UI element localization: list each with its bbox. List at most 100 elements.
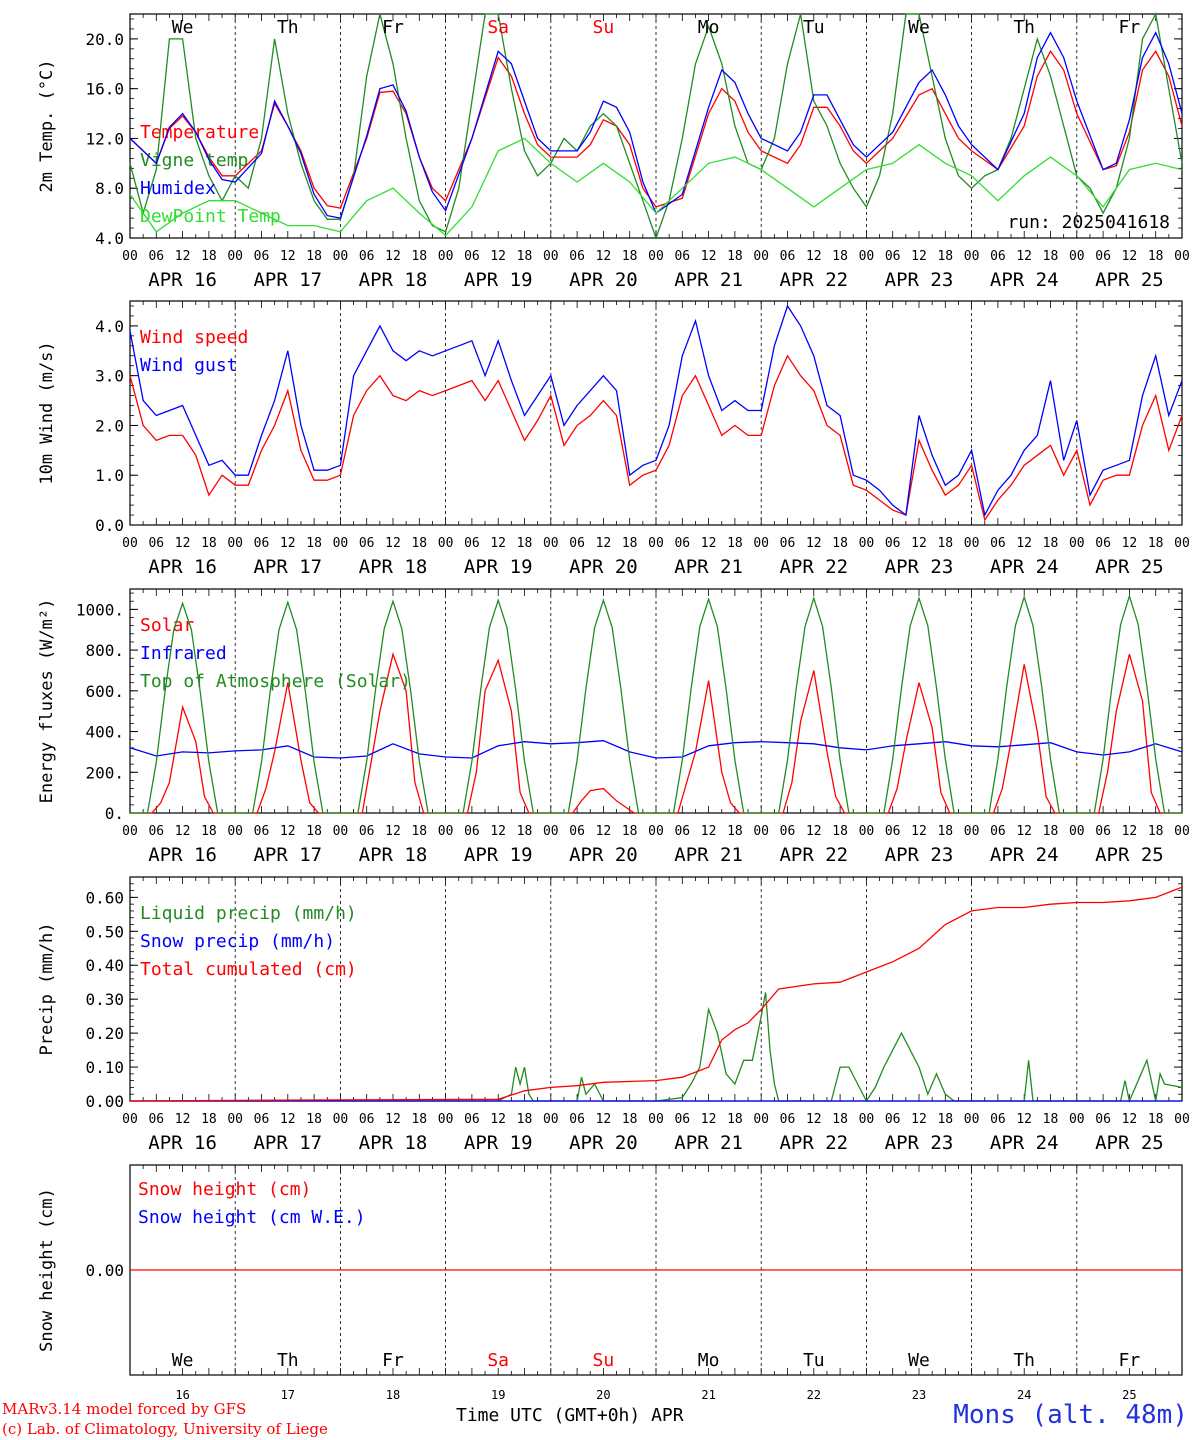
hour-label: 12 <box>385 249 401 264</box>
date-label: APR 25 <box>1095 1132 1164 1154</box>
date-label: APR 20 <box>569 1132 638 1154</box>
series-line-wind-gust <box>129 304 1183 517</box>
legend-entry: Snow height (cm W.E.) <box>138 1207 366 1228</box>
hour-label: 18 <box>1148 1112 1164 1127</box>
series-line-vigne-temp <box>129 12 1183 240</box>
y-tick-label: 200. <box>85 763 124 782</box>
hour-label: 12 <box>1016 536 1032 551</box>
hour-label: 18 <box>517 1112 533 1127</box>
hour-label: 06 <box>569 249 585 264</box>
hour-label: 12 <box>596 249 612 264</box>
hour-label: 12 <box>280 824 296 839</box>
hour-label: 12 <box>280 1112 296 1127</box>
hour-label: 06 <box>1095 824 1111 839</box>
panel-frame-1 <box>129 300 1183 526</box>
legend-entry: Wind gust <box>140 355 238 376</box>
hour-label: 12 <box>806 536 822 551</box>
series-line-wind-speed <box>129 354 1183 522</box>
hour-label: 06 <box>464 824 480 839</box>
hour-label: 06 <box>254 249 270 264</box>
hour-label: 18 <box>1043 536 1059 551</box>
hour-label: 12 <box>1122 1112 1138 1127</box>
day-number-label: 16 <box>175 1388 189 1402</box>
panel-frame-2 <box>129 588 1183 814</box>
date-label: APR 20 <box>569 269 638 291</box>
hour-label: 00 <box>438 536 454 551</box>
hour-label: 00 <box>122 536 138 551</box>
hour-label: 12 <box>701 249 717 264</box>
hour-label: 12 <box>175 1112 191 1127</box>
hour-label: 00 <box>753 824 769 839</box>
date-label: APR 16 <box>148 1132 217 1154</box>
y-tick-label: 0.20 <box>85 1024 124 1043</box>
legend-entry: Total cumulated (cm) <box>140 959 357 980</box>
series-line-dewpoint-temp <box>129 137 1183 237</box>
y-tick-label: 1000. <box>76 600 124 619</box>
hour-label: 18 <box>306 536 322 551</box>
legend-entry: Infrared <box>140 643 227 664</box>
y-tick-label: 3.0 <box>95 367 124 386</box>
y-tick-label: 20.0 <box>85 30 124 49</box>
date-label: APR 24 <box>990 556 1059 578</box>
date-label: APR 24 <box>990 269 1059 291</box>
hour-label: 00 <box>753 1112 769 1127</box>
hour-label: 06 <box>780 536 796 551</box>
hour-label: 18 <box>727 824 743 839</box>
hour-label: 06 <box>254 824 270 839</box>
day-number-label: 18 <box>386 1388 400 1402</box>
hour-label: 12 <box>175 824 191 839</box>
legend-entry: Top of Atmosphere (Solar) <box>140 671 411 692</box>
weekday-label: Tu <box>803 1350 825 1371</box>
hour-label: 00 <box>1174 824 1190 839</box>
hour-label: 18 <box>306 249 322 264</box>
hour-label: 00 <box>438 1112 454 1127</box>
hour-label: 12 <box>1016 249 1032 264</box>
hour-label: 06 <box>1095 536 1111 551</box>
hour-label: 18 <box>306 1112 322 1127</box>
weekday-label: Fr <box>382 17 404 38</box>
hour-label: 00 <box>648 249 664 264</box>
series-line-temperature <box>129 50 1183 209</box>
hour-label: 18 <box>517 249 533 264</box>
date-label: APR 19 <box>464 1132 533 1154</box>
weekday-label: We <box>172 1350 194 1371</box>
hour-label: 18 <box>1043 1112 1059 1127</box>
hour-label: 00 <box>964 1112 980 1127</box>
hour-label: 18 <box>832 824 848 839</box>
day-number-label: 24 <box>1017 1388 1031 1402</box>
y-tick-label: 0.0 <box>95 516 124 535</box>
hour-label: 12 <box>490 1112 506 1127</box>
hour-label: 00 <box>543 824 559 839</box>
y-axis-label: Snow height (cm) <box>37 1188 57 1352</box>
date-label: APR 18 <box>359 844 428 866</box>
hour-label: 00 <box>438 249 454 264</box>
hour-label: 06 <box>569 536 585 551</box>
hour-label: 06 <box>464 249 480 264</box>
date-label: APR 23 <box>885 844 954 866</box>
hour-label: 18 <box>832 536 848 551</box>
hour-label: 06 <box>885 536 901 551</box>
day-number-label: 25 <box>1122 1388 1136 1402</box>
date-label: APR 16 <box>148 844 217 866</box>
date-label: APR 23 <box>885 269 954 291</box>
date-label: APR 17 <box>253 844 322 866</box>
y-tick-label: 8.0 <box>95 179 124 198</box>
hour-label: 00 <box>753 536 769 551</box>
hour-label: 00 <box>964 249 980 264</box>
y-tick-label: 0. <box>105 804 124 823</box>
hour-label: 00 <box>333 536 349 551</box>
hour-label: 06 <box>359 824 375 839</box>
hour-label: 06 <box>990 249 1006 264</box>
hour-label: 00 <box>1174 1112 1190 1127</box>
hour-label: 06 <box>569 1112 585 1127</box>
hour-label: 06 <box>359 249 375 264</box>
series-line-total-cumulated-cm- <box>129 886 1183 1102</box>
hour-label: 00 <box>227 536 243 551</box>
date-label: APR 17 <box>253 1132 322 1154</box>
date-label: APR 18 <box>359 269 428 291</box>
weekday-label: Su <box>593 1350 615 1371</box>
weekday-label: We <box>908 17 930 38</box>
hour-label: 06 <box>780 1112 796 1127</box>
date-label: APR 18 <box>359 556 428 578</box>
weekday-label: Th <box>1013 17 1035 38</box>
